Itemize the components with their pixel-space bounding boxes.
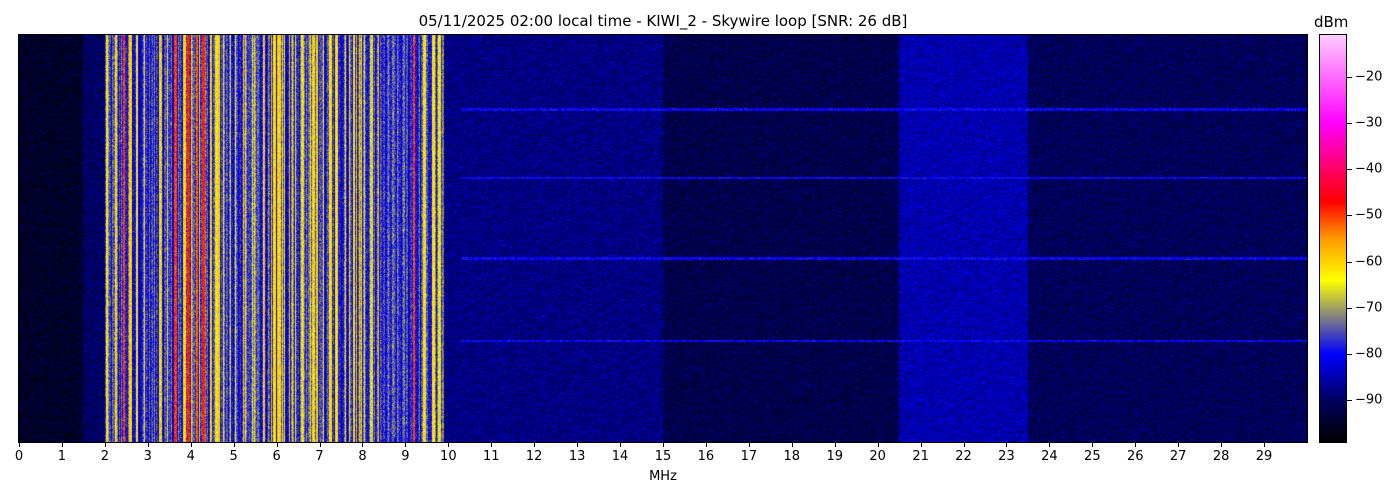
x-tick [534,442,536,447]
x-tick [920,442,922,447]
x-tick [577,442,579,447]
colorbar-tick [1347,169,1352,171]
x-tick [705,442,707,447]
x-tick-label: 3 [143,449,152,464]
waterfall-plot-area [18,34,1308,443]
colorbar-tick-label: −80 [1355,346,1383,362]
colorbar-tick-label: −30 [1355,115,1383,131]
x-tick-label: 12 [525,449,543,464]
x-tick [104,442,106,447]
x-tick-label: 6 [272,449,281,464]
x-tick [190,442,192,447]
x-tick [963,442,965,447]
x-tick [233,442,235,447]
x-tick [1092,442,1094,447]
x-tick [61,442,63,447]
x-tick [1264,442,1266,447]
x-tick-label: 25 [1084,449,1101,464]
x-tick-label: 2 [100,449,109,464]
colorbar-tick-label: −20 [1355,69,1383,85]
x-tick-label: 20 [869,449,886,464]
colorbar-tick [1347,307,1352,309]
colorbar-label: dBm [1314,13,1349,31]
x-tick [791,442,793,447]
colorbar-tick-label: −70 [1355,300,1383,316]
colorbar-tick [1347,261,1352,263]
x-tick [147,442,149,447]
colorbar-tick-label: −40 [1355,161,1383,177]
x-tick-label: 14 [611,449,629,464]
chart-title: 05/11/2025 02:00 local time - KIWI_2 - S… [418,12,908,30]
x-tick [448,442,450,447]
x-tick-label: 22 [955,449,972,464]
x-tick-label: 26 [1126,449,1144,464]
colorbar [1319,34,1347,443]
x-tick-label: 27 [1169,449,1187,464]
x-tick [491,442,493,447]
x-tick [319,442,321,447]
x-tick-label: 4 [186,449,195,464]
x-tick-label: 18 [783,449,801,464]
x-tick-label: 19 [826,449,843,464]
x-tick [877,442,879,447]
x-tick [1049,442,1051,447]
colorbar-tick [1347,215,1352,217]
x-tick-label: 15 [654,449,672,464]
x-tick-label: 16 [697,449,715,464]
x-tick [362,442,364,447]
x-tick-label: 5 [229,449,238,464]
x-tick-label: 23 [998,449,1015,464]
x-tick-label: 24 [1041,449,1058,464]
x-tick-label: 17 [740,449,758,464]
colorbar-tick [1347,122,1352,124]
x-tick [834,442,836,447]
x-tick [1221,442,1223,447]
x-tick-label: 29 [1255,449,1273,464]
x-tick-label: 28 [1212,449,1230,464]
x-tick [405,442,407,447]
x-tick-label: 1 [57,449,67,464]
x-axis-label: MHz [649,469,677,484]
x-tick-label: 11 [482,449,500,464]
x-tick [620,442,622,447]
x-tick-label: 8 [358,449,367,464]
x-tick [1006,442,1008,447]
x-tick-label: 13 [568,449,586,464]
colorbar-tick-label: −90 [1355,392,1383,408]
x-tick-label: 0 [14,449,24,464]
x-tick [19,442,20,447]
colorbar-tick [1347,400,1352,402]
colorbar-tick-label: −50 [1355,207,1383,223]
x-tick [276,442,278,447]
colorbar-tick-label: −60 [1355,254,1383,270]
x-tick-label: 7 [315,449,324,464]
x-tick [663,442,664,447]
x-tick [748,442,750,447]
x-tick-label: 21 [912,449,929,464]
x-tick-label: 9 [401,449,410,464]
x-tick [1178,442,1180,447]
x-tick [1135,442,1137,447]
waterfall-heatmap [19,35,1307,442]
colorbar-tick [1347,76,1352,78]
x-tick-label: 10 [440,449,457,464]
colorbar-tick [1347,354,1352,356]
